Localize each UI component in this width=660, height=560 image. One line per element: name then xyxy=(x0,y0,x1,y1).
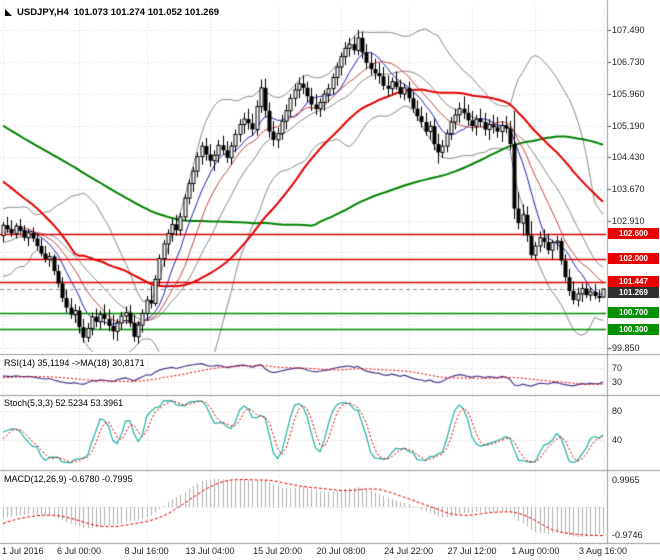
mt4-chart-window: USDJPY,H4 101.073 101.274 101.052 101.26… xyxy=(0,0,660,560)
price-chart-canvas[interactable] xyxy=(0,0,660,560)
